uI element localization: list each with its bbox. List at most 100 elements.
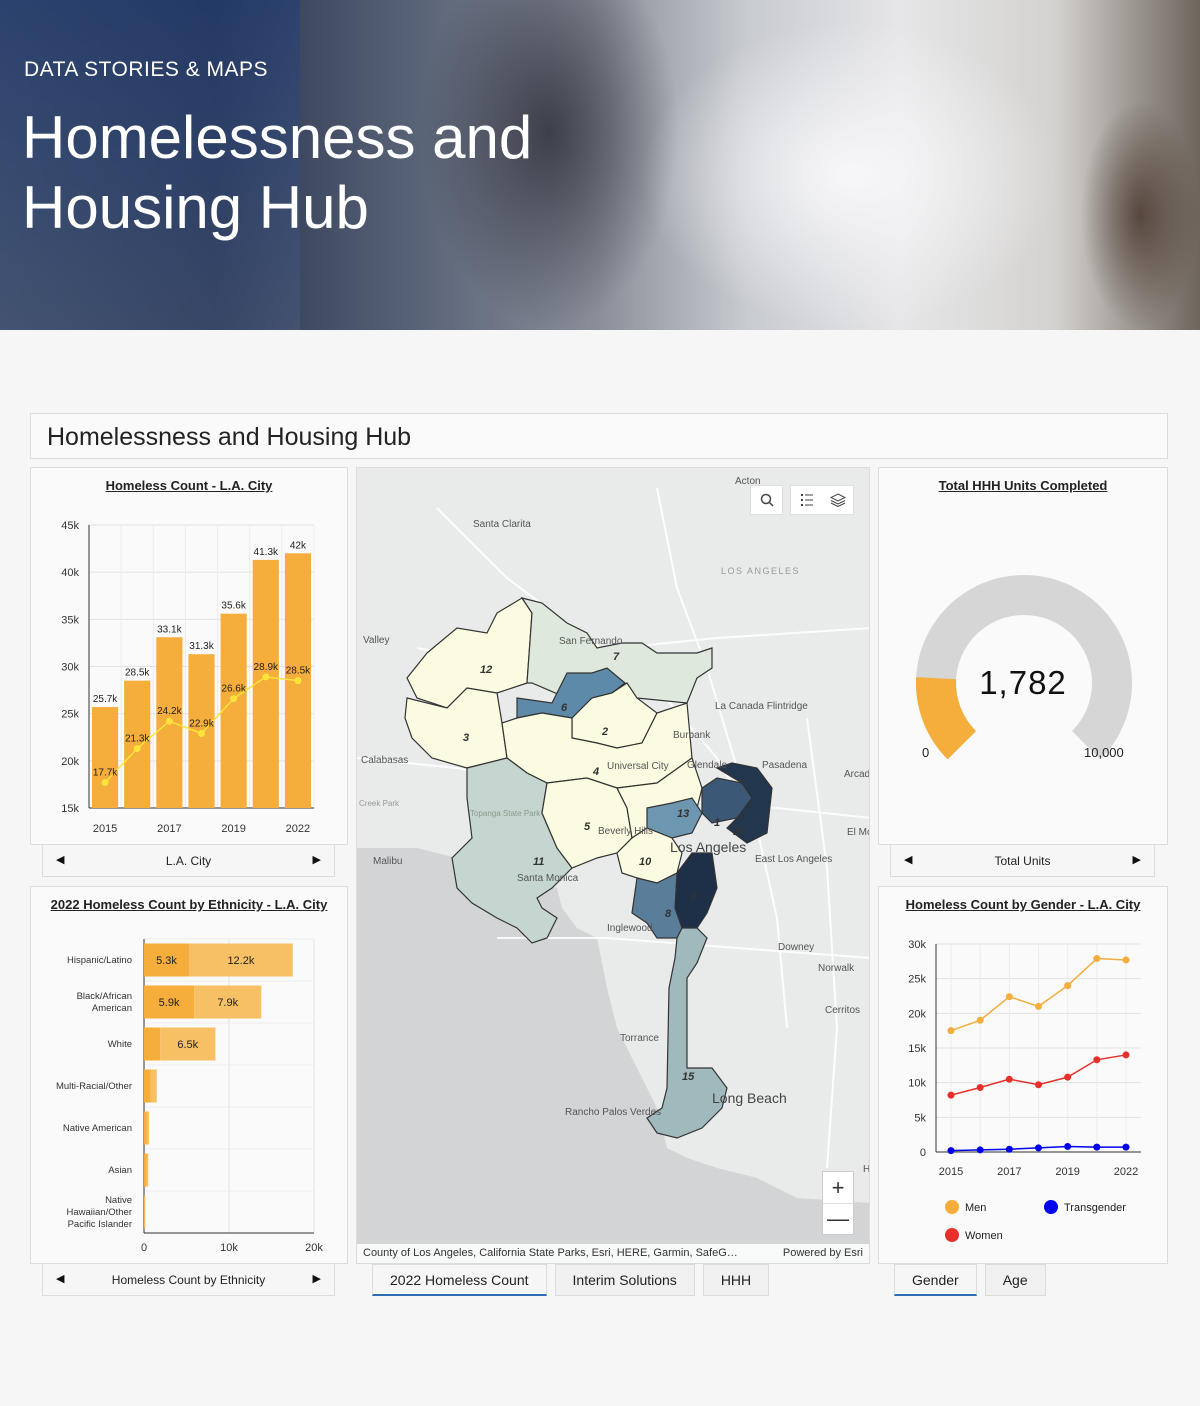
bar-unsheltered[interactable] [160,1027,216,1061]
tab-gender[interactable]: Gender [894,1264,977,1296]
line-point[interactable] [294,677,302,685]
bar[interactable] [92,707,119,808]
line-point[interactable] [976,1084,984,1092]
district-number: 2 [601,726,608,738]
line-point[interactable] [1064,982,1072,990]
map-toolbar [790,485,854,515]
bar-unsheltered[interactable] [194,985,262,1019]
zoom-in-button[interactable]: + [831,1174,845,1200]
tab-interim-solutions[interactable]: Interim Solutions [554,1264,695,1296]
line-point[interactable] [947,1147,955,1155]
bar-sheltered[interactable] [144,985,195,1019]
district-15[interactable] [646,927,728,1139]
gender-chart: 0 5k 10k 15k 20k 25k 30k 2015 2017 2019 2022 Men Tra… [908,939,1141,1242]
x-tick-label: 0 [141,1242,147,1254]
homeless-count-chart: 15k 20k 25k 30k 35k 40k 45k 25.7k 28.5k 33.1k 31.3… [61,520,315,835]
line-point[interactable] [1093,1056,1101,1064]
line-point[interactable] [1005,993,1013,1001]
y-tick-label: 30k [908,939,926,951]
line-point[interactable] [1093,955,1101,963]
legend-marker[interactable] [1044,1200,1058,1214]
prev-arrow-icon[interactable]: ◀ [56,854,65,866]
x-tick-label: 2022 [1114,1166,1138,1178]
line-point[interactable] [262,673,270,681]
powered-by-esri-link[interactable]: Powered by Esri [782,1247,863,1259]
line-point[interactable] [976,1146,984,1154]
line-point[interactable] [1064,1142,1072,1150]
bar[interactable] [220,613,247,808]
district-10[interactable] [616,827,683,884]
place-label: Valley [363,635,390,646]
hero-kicker: DATA STORIES & MAPS [24,58,269,81]
bar-sheltered[interactable] [144,1027,161,1061]
x-tick-label: 2017 [157,823,181,835]
bar-sheltered[interactable] [144,1069,151,1103]
line-point[interactable] [1122,1143,1130,1151]
line-point[interactable] [1035,1002,1042,1010]
line-point[interactable] [1093,1143,1101,1151]
district-3[interactable] [404,687,508,769]
line-point[interactable] [1122,1051,1130,1059]
y-tick-label: 25k [908,974,926,986]
line-point[interactable] [947,1027,955,1035]
next-arrow-icon[interactable]: ▶ [1132,854,1141,866]
x-tick-label: 2022 [286,823,310,835]
bar-label: 33.1k [157,624,182,635]
layers-icon[interactable] [822,486,853,514]
line-point[interactable] [1035,1144,1042,1152]
line-point[interactable] [230,695,238,703]
line-point[interactable] [198,729,205,737]
bar-sheltered[interactable] [144,1195,145,1229]
bar-unsheltered[interactable] [150,1069,157,1103]
line-point[interactable] [947,1091,955,1099]
y-tick-label: 20k [908,1008,926,1020]
bar-unsheltered[interactable] [146,1153,149,1187]
district-number: 8 [665,908,672,920]
point-label: 26.6k [221,684,246,695]
hero-banner: DATA STORIES & MAPS Homelessness and Hou… [0,0,1200,330]
district-number: 13 [677,808,689,820]
place-label: Malibu [373,856,402,867]
gauge-max-label: 10,000 [1084,745,1124,760]
prev-arrow-icon[interactable]: ◀ [904,854,913,866]
bar[interactable] [252,559,279,808]
bar-unsheltered[interactable] [146,1111,150,1145]
tab-2022-homeless-count[interactable]: 2022 Homeless Count [372,1264,547,1296]
map-canvas[interactable]: Acton Santa Clarita LOS ANGELES San Fern… [357,468,870,1264]
council-district-map[interactable]: Acton Santa Clarita LOS ANGELES San Fern… [356,467,870,1264]
line-point[interactable] [1035,1081,1042,1089]
bar-sheltered[interactable] [144,1153,147,1187]
legend-marker[interactable] [945,1228,959,1242]
bar-sheltered[interactable] [144,1111,147,1145]
prev-arrow-icon[interactable]: ◀ [56,1273,65,1285]
legend-label[interactable]: Women [965,1230,1003,1242]
line-point[interactable] [1005,1145,1013,1153]
bar-unsheltered[interactable] [189,943,293,977]
line-point[interactable] [1005,1075,1013,1083]
district-number: 4 [592,766,599,778]
zoom-out-button[interactable]: — [823,1203,853,1234]
x-tick-label: 10k [220,1242,238,1254]
line-point[interactable] [133,745,141,753]
y-tick-label: 40k [61,567,79,579]
line-point[interactable] [101,779,109,787]
line-point[interactable] [1064,1073,1072,1081]
bar[interactable] [124,680,151,808]
district-14[interactable] [715,762,773,844]
bar-sheltered[interactable] [144,943,190,977]
map-attribution: County of Los Angeles, California State … [357,1244,869,1263]
tab-age[interactable]: Age [984,1264,1046,1296]
legend-list-icon[interactable] [791,486,822,514]
legend-label[interactable]: Transgender [1064,1202,1126,1214]
bar-label: 5.9k [159,997,180,1009]
legend-label[interactable]: Men [965,1202,986,1214]
line-point[interactable] [1122,956,1130,964]
legend-marker[interactable] [945,1200,959,1214]
next-arrow-icon[interactable]: ▶ [312,854,321,866]
gauge-min-label: 0 [922,745,930,760]
tab-hhh[interactable]: HHH [702,1264,770,1296]
next-arrow-icon[interactable]: ▶ [312,1273,321,1285]
line-point[interactable] [976,1016,984,1024]
line-point[interactable] [165,717,173,725]
search-icon[interactable] [751,486,782,514]
